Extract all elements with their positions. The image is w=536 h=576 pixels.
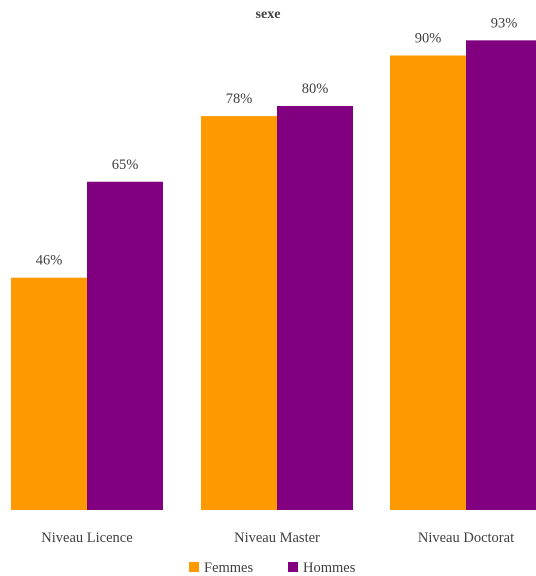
bar-hommes-2 [277,106,353,510]
category-label-2: Niveau Master [234,530,320,546]
bars-group [11,40,536,510]
data-label-hommes-3: 93% [491,15,518,31]
bar-femmes-3 [390,55,466,510]
bar-femmes-2 [201,116,277,510]
category-label-1: Niveau Licence [41,530,132,546]
legend-label-femmes: Femmes [204,560,253,576]
data-label-femmes-1: 46% [36,253,63,269]
chart-title: sexe [256,7,281,22]
category-label-3: Niveau Doctorat [418,530,514,546]
legend-swatch-hommes [288,562,298,572]
data-label-femmes-3: 90% [415,31,442,47]
data-labels-group: 46% 65% 78% 80% 90% 93% [36,15,518,268]
legend-label-hommes: Hommes [303,560,356,576]
bar-hommes-3 [466,40,536,510]
legend: Femmes Hommes [189,560,356,576]
legend-swatch-femmes [189,562,199,572]
category-labels-group: Niveau Licence Niveau Master Niveau Doctor… [41,530,514,546]
data-label-hommes-2: 80% [302,81,329,97]
bar-hommes-1 [87,181,163,510]
data-label-femmes-2: 78% [226,91,253,107]
bar-femmes-1 [11,277,87,510]
data-label-hommes-1: 65% [112,157,139,173]
